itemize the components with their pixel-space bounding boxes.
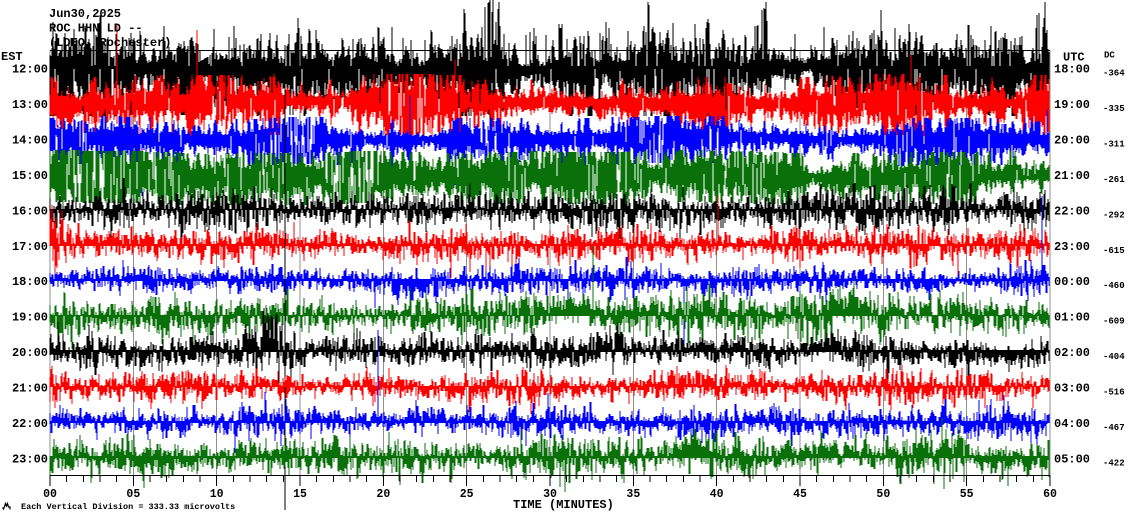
- svg-text:-460: -460: [1103, 281, 1125, 291]
- svg-text:19:00: 19:00: [12, 311, 48, 325]
- svg-text:ROC HHN LD --: ROC HHN LD --: [49, 22, 143, 36]
- svg-text:21:00: 21:00: [12, 381, 48, 395]
- svg-text:DC: DC: [1104, 51, 1115, 61]
- svg-text:-467: -467: [1103, 423, 1125, 433]
- svg-text:TIME (MINUTES): TIME (MINUTES): [513, 498, 614, 512]
- svg-text:(LDEO, Rochester): (LDEO, Rochester): [49, 36, 171, 50]
- svg-text:18:00: 18:00: [12, 275, 48, 289]
- svg-text:10: 10: [210, 488, 224, 501]
- svg-text:Jun30,2025: Jun30,2025: [49, 7, 121, 21]
- svg-text:13:00: 13:00: [12, 98, 48, 112]
- svg-text:40: 40: [710, 488, 724, 501]
- svg-text:23:00: 23:00: [1054, 240, 1090, 254]
- svg-text:-292: -292: [1103, 210, 1125, 220]
- svg-text:22:00: 22:00: [1054, 204, 1090, 218]
- svg-text:Each Vertical Division = 333.: Each Vertical Division = 333.33 microvol…: [21, 502, 235, 512]
- svg-text:-364: -364: [1103, 69, 1125, 79]
- svg-text:18:00: 18:00: [1054, 63, 1090, 77]
- svg-text:16:00: 16:00: [12, 204, 48, 218]
- svg-text:12:00: 12:00: [12, 63, 48, 77]
- svg-text:-335: -335: [1103, 104, 1125, 114]
- svg-text:00:00: 00:00: [1054, 275, 1090, 289]
- svg-text:03:00: 03:00: [1054, 381, 1090, 395]
- svg-text:23:00: 23:00: [12, 452, 48, 466]
- svg-text:05:00: 05:00: [1054, 452, 1090, 466]
- svg-text:15:00: 15:00: [12, 169, 48, 183]
- svg-text:19:00: 19:00: [1054, 98, 1090, 112]
- svg-text:02:00: 02:00: [1054, 346, 1090, 360]
- svg-text:14:00: 14:00: [12, 134, 48, 148]
- svg-text:-422: -422: [1103, 458, 1125, 468]
- svg-text:-261: -261: [1103, 175, 1125, 185]
- svg-text:15: 15: [293, 488, 307, 501]
- svg-text:35: 35: [626, 488, 640, 501]
- svg-text:-609: -609: [1103, 317, 1125, 327]
- svg-text:-615: -615: [1103, 246, 1125, 256]
- svg-text:17:00: 17:00: [12, 240, 48, 254]
- svg-text:55: 55: [960, 488, 974, 501]
- svg-text:21:00: 21:00: [1054, 169, 1090, 183]
- svg-text:22:00: 22:00: [12, 417, 48, 431]
- svg-text:25: 25: [460, 488, 474, 501]
- svg-text:30: 30: [543, 488, 557, 501]
- svg-text:45: 45: [793, 488, 807, 501]
- svg-text:50: 50: [876, 488, 890, 501]
- svg-text:20: 20: [376, 488, 390, 501]
- svg-text:60: 60: [1043, 488, 1057, 501]
- svg-text:-404: -404: [1103, 352, 1125, 362]
- svg-text:01:00: 01:00: [1054, 311, 1090, 325]
- svg-text:-516: -516: [1103, 387, 1125, 397]
- svg-text:05: 05: [126, 488, 140, 501]
- svg-text:-311: -311: [1103, 140, 1125, 150]
- svg-text:EST: EST: [1, 50, 23, 64]
- svg-text:20:00: 20:00: [12, 346, 48, 360]
- svg-text:UTC: UTC: [1063, 51, 1085, 65]
- svg-text:00: 00: [43, 488, 57, 501]
- svg-text:04:00: 04:00: [1054, 417, 1090, 431]
- svg-text:20:00: 20:00: [1054, 134, 1090, 148]
